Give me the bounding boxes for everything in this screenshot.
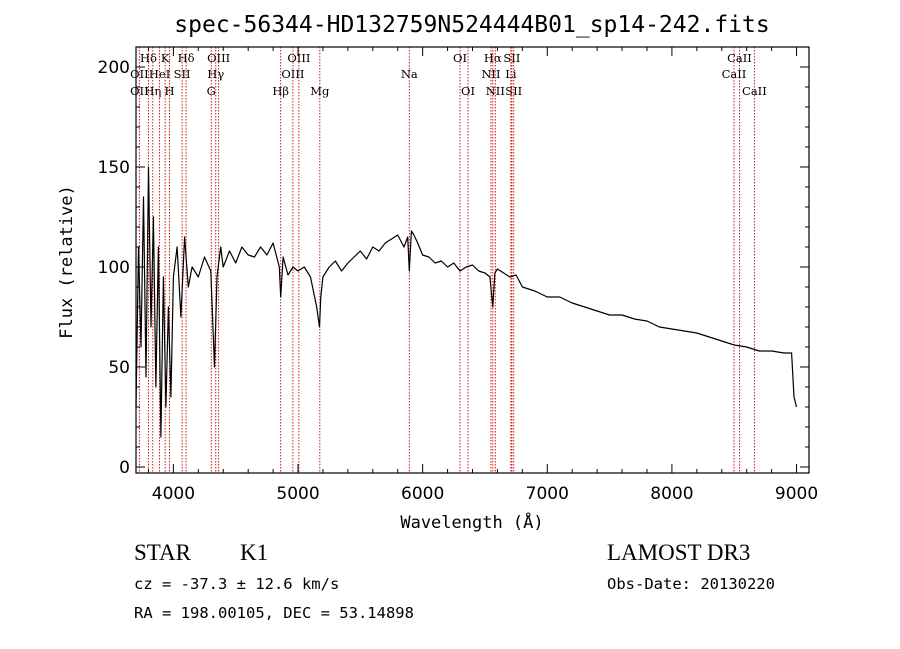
- spectral-line-label: SII: [503, 51, 520, 65]
- spectral-line-label: SII: [174, 67, 191, 81]
- y-tick-label: 50: [108, 358, 130, 378]
- spectral-line-label: OII: [130, 84, 149, 98]
- spectral-line-label: HeI: [149, 67, 170, 81]
- x-tick-label: 5000: [276, 484, 319, 504]
- object-class: STAR: [134, 540, 191, 565]
- y-tick-label: 150: [98, 158, 130, 178]
- spectral-line-label: Hδ: [140, 51, 157, 65]
- spectral-line-label: Mg: [310, 84, 330, 98]
- spectral-line-label: G: [207, 84, 216, 98]
- spectral-line-label: SII: [505, 84, 522, 98]
- spectral-line-label: OIII: [207, 51, 230, 65]
- spectral-line-label: OII: [130, 67, 149, 81]
- spectral-line-label: Hγ: [207, 67, 224, 81]
- y-tick-label: 100: [98, 258, 130, 278]
- chart-title: spec-56344-HD132759N524444B01_sp14-242.f…: [174, 12, 769, 38]
- spectrum-line: [135, 166, 798, 438]
- spectral-line-label: Na: [401, 67, 418, 81]
- x-tick-label: 7000: [526, 484, 569, 504]
- spectral-line-label: H: [165, 84, 175, 98]
- spectral-line-label: CaII: [727, 51, 752, 65]
- spectral-line-label: Li: [505, 67, 517, 81]
- y-axis-label: Flux (relative): [57, 185, 77, 339]
- spectral-line-label: OI: [461, 84, 475, 98]
- x-tick-label: 8000: [650, 484, 693, 504]
- x-axis-label: Wavelength (Å): [400, 511, 543, 533]
- spectral-line-label: K: [161, 51, 170, 65]
- spectral-line-label: Hδ: [178, 51, 195, 65]
- spectral-line-label: NII: [486, 84, 505, 98]
- axis-ticks-layer: 4000 5000 6000 7000 8000 9000 0 50 100 150 200: [98, 47, 818, 504]
- spectral-line-label: NII: [481, 67, 500, 81]
- spectral-line-label: OIII: [281, 67, 304, 81]
- x-tick-label: 4000: [152, 484, 195, 504]
- redshift-value: cz = -37.3 ± 12.6 km/s: [134, 575, 340, 593]
- spectral-line-label: OIII: [287, 51, 310, 65]
- x-tick-label: 9000: [775, 484, 818, 504]
- y-tick-label: 200: [98, 58, 130, 78]
- survey-name: LAMOST DR3: [607, 540, 751, 565]
- spectral-line-label: Hη: [144, 84, 161, 98]
- spectrum-layer: [135, 166, 798, 438]
- obs-date: Obs-Date: 20130220: [607, 575, 775, 593]
- y-tick-label: 0: [119, 458, 130, 478]
- coordinates: RA = 198.00105, DEC = 53.14898: [134, 604, 414, 622]
- object-subclass: K1: [240, 540, 269, 565]
- spectral-line-label: CaII: [742, 84, 767, 98]
- spectrum-chart: spec-56344-HD132759N524444B01_sp14-242.f…: [57, 12, 818, 533]
- spectral-line-label: CaII: [722, 67, 747, 81]
- spectral-line-label: Hβ: [272, 84, 289, 98]
- spectral-line-label: Hα: [484, 51, 502, 65]
- x-tick-label: 6000: [401, 484, 444, 504]
- spectral-line-label: OI: [453, 51, 467, 65]
